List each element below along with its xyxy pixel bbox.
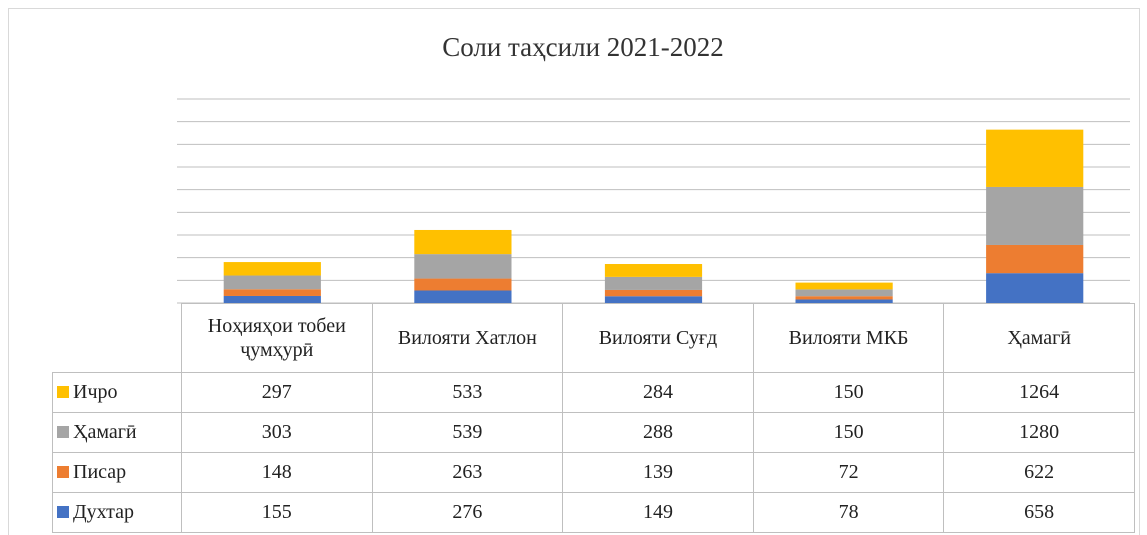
table-value: 150 bbox=[752, 372, 945, 413]
table-value: 1264 bbox=[943, 372, 1135, 413]
legend-key bbox=[57, 426, 69, 438]
category-label: Вилояти Суғд bbox=[562, 303, 754, 373]
row-label: Духтар bbox=[52, 492, 182, 533]
table-corner bbox=[52, 303, 182, 373]
legend-key bbox=[57, 506, 69, 518]
table-value: 148 bbox=[181, 452, 373, 493]
table-row: Писар 148 263 139 72 622 bbox=[52, 452, 1135, 493]
category-label: Ноҳияҳои тобеи ҷумҳурӣ bbox=[181, 303, 373, 373]
table-row: Духтар 155 276 149 78 658 bbox=[52, 492, 1135, 533]
table-header-row: Ноҳияҳои тобеи ҷумҳурӣ Вилояти Хатлон Вило… bbox=[52, 303, 1135, 373]
bar-segment bbox=[604, 289, 703, 297]
table-value: 288 bbox=[562, 412, 754, 453]
bar-segment bbox=[414, 254, 512, 279]
table-row: Ҳамагӣ 303 539 288 150 1280 bbox=[52, 412, 1135, 453]
category-label: Вилояти Хатлон bbox=[371, 303, 564, 373]
row-label: Ҳамагӣ bbox=[52, 412, 182, 453]
bar-segment bbox=[795, 282, 893, 290]
bar-segment bbox=[795, 289, 893, 297]
table-value: 297 bbox=[181, 372, 373, 413]
table-value: 539 bbox=[371, 412, 564, 453]
chart-border bbox=[8, 8, 1140, 535]
legend-key bbox=[57, 386, 69, 398]
bar-segment bbox=[604, 296, 703, 303]
table-value: 284 bbox=[562, 372, 754, 413]
legend-label: Духтар bbox=[73, 501, 135, 523]
table-value: 622 bbox=[943, 452, 1135, 493]
bar-segment bbox=[414, 229, 512, 255]
chart-title: Соли таҳсили 2021-2022 bbox=[442, 32, 724, 62]
legend-label: Ҳамагӣ bbox=[73, 421, 137, 443]
category-label: Вилояти МКБ bbox=[752, 303, 945, 373]
legend-label: Писар bbox=[73, 461, 127, 483]
bar-segment bbox=[986, 129, 1084, 187]
bar-segment bbox=[604, 264, 703, 277]
bar-segment bbox=[986, 273, 1084, 303]
table-value: 1280 bbox=[943, 412, 1135, 453]
bar-segment bbox=[414, 278, 512, 291]
row-label: Писар bbox=[52, 452, 182, 493]
table-value: 149 bbox=[562, 492, 754, 533]
table-value: 72 bbox=[752, 452, 945, 493]
table-value: 155 bbox=[181, 492, 373, 533]
table-value: 139 bbox=[562, 452, 754, 493]
bar-segment bbox=[223, 289, 321, 296]
table-value: 263 bbox=[371, 452, 564, 493]
legend-key bbox=[57, 466, 69, 478]
table-value: 150 bbox=[752, 412, 945, 453]
bar-segment bbox=[414, 290, 512, 303]
category-label: Ҳамагӣ bbox=[943, 303, 1135, 373]
bar-segment bbox=[795, 299, 893, 303]
table-value: 303 bbox=[181, 412, 373, 453]
row-label: Ичро bbox=[52, 372, 182, 413]
bar-segment bbox=[795, 296, 893, 300]
bar-segment bbox=[223, 262, 321, 276]
bar-segment bbox=[986, 186, 1084, 245]
table-value: 78 bbox=[752, 492, 945, 533]
bar-segment bbox=[986, 244, 1084, 274]
data-table: Ноҳияҳои тобеи ҷумҳурӣ Вилояти Хатлон Вило… bbox=[52, 303, 1135, 533]
table-value: 533 bbox=[371, 372, 564, 413]
table-row: Ичро 297 533 284 150 1264 bbox=[52, 372, 1135, 413]
table-value: 276 bbox=[371, 492, 564, 533]
table-value: 658 bbox=[943, 492, 1135, 533]
bar-segment bbox=[223, 295, 321, 303]
legend-label: Ичро bbox=[73, 381, 118, 403]
bar-segment bbox=[604, 276, 703, 290]
bar-segment bbox=[223, 275, 321, 290]
